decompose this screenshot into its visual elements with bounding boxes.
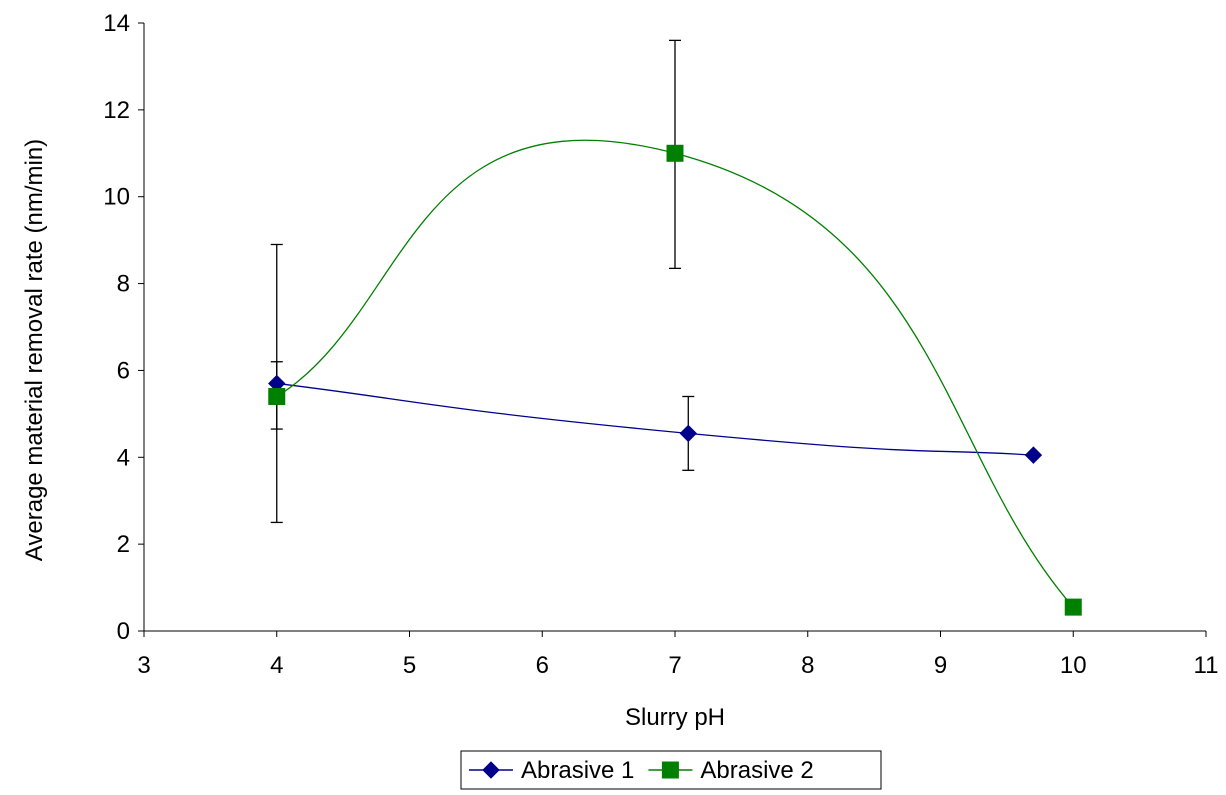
y-tick-label: 14 bbox=[103, 10, 130, 37]
legend: Abrasive 1 Abrasive 2 bbox=[460, 750, 882, 790]
x-tick-label: 3 bbox=[137, 652, 150, 679]
x-tick-label: 6 bbox=[536, 652, 549, 679]
y-axis-title: Average material removal rate (nm/min) bbox=[21, 139, 48, 561]
x-axis-title: Slurry pH bbox=[625, 704, 725, 731]
series-2-error-bars bbox=[270, 39, 681, 524]
y-tick-label: 12 bbox=[103, 97, 130, 124]
legend-marker bbox=[482, 761, 500, 779]
x-tick-label: 8 bbox=[801, 652, 814, 679]
data-point bbox=[268, 387, 286, 405]
y-tick-label: 10 bbox=[103, 184, 130, 211]
x-tick-label: 4 bbox=[270, 652, 283, 679]
y-tick-label: 6 bbox=[117, 357, 130, 384]
y-tick-label: 2 bbox=[117, 531, 130, 558]
data-point bbox=[1024, 446, 1043, 464]
axes: 0 2 4 6 8 10 12 14 3 4 5 6 7 8 9 10 11 bbox=[103, 10, 1218, 679]
series-line bbox=[276, 382, 1034, 456]
series-2-markers bbox=[268, 144, 1082, 616]
series-1 bbox=[276, 382, 1034, 456]
series-1-markers bbox=[268, 374, 1043, 464]
x-tick-label: 11 bbox=[1194, 652, 1219, 679]
legend-marker bbox=[661, 761, 679, 779]
y-tick-label: 4 bbox=[117, 444, 130, 471]
series-1-error-bars bbox=[270, 361, 695, 471]
data-point bbox=[1064, 598, 1082, 616]
data-point bbox=[679, 424, 697, 443]
y-tick-label: 8 bbox=[117, 271, 130, 298]
legend-label: Abrasive 1 bbox=[521, 757, 634, 784]
x-tick-label: 10 bbox=[1060, 652, 1087, 679]
x-tick-label: 9 bbox=[934, 652, 947, 679]
data-point bbox=[666, 144, 684, 162]
legend-label: Abrasive 2 bbox=[700, 757, 813, 784]
x-tick-label: 5 bbox=[403, 652, 416, 679]
y-tick-label: 0 bbox=[117, 618, 130, 645]
x-tick-label: 7 bbox=[668, 652, 681, 679]
series-layer bbox=[268, 39, 1082, 616]
